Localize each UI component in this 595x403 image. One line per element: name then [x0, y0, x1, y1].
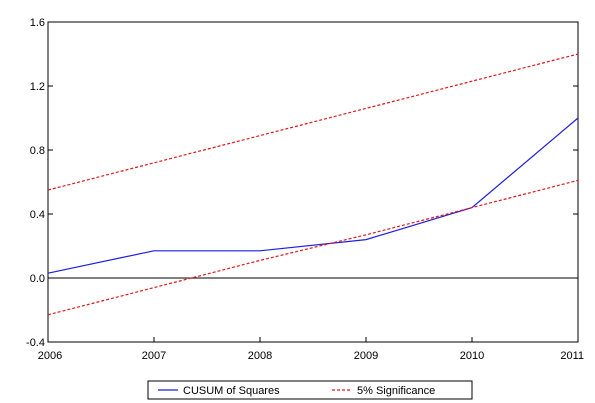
series-line-1	[47, 53, 579, 191]
x-tick-label: 2008	[248, 350, 272, 362]
x-tick-label: 2011	[560, 350, 584, 362]
y-tick-label: -0.4	[26, 337, 45, 349]
y-tick-label: 0.4	[30, 209, 45, 221]
legend-box	[147, 380, 473, 400]
y-tick-label: 0.8	[30, 145, 45, 157]
x-axis: 2006 2007 2008 2009 2010 2011	[38, 337, 584, 362]
y-tick-label: 0.0	[30, 273, 45, 285]
series-line-0	[47, 117, 579, 274]
legend: CUSUM of Squares 5% Significance	[147, 380, 473, 400]
plot-frame	[47, 21, 579, 343]
y-tick-label: 1.6	[30, 17, 45, 29]
x-tick-label: 2007	[142, 350, 166, 362]
x-tick-label: 2010	[460, 350, 484, 362]
series-line-2	[47, 179, 579, 316]
x-tick-label: 2009	[354, 350, 378, 362]
legend-label-significance: 5% Significance	[357, 385, 435, 397]
series-layer	[47, 53, 579, 316]
y-tick-label: 1.2	[30, 81, 45, 93]
legend-label-cusum: CUSUM of Squares	[183, 385, 280, 397]
y-axis: -0.4 0.0 0.4 0.8 1.2 1.6	[26, 17, 578, 349]
x-tick-label: 2006	[38, 350, 62, 362]
